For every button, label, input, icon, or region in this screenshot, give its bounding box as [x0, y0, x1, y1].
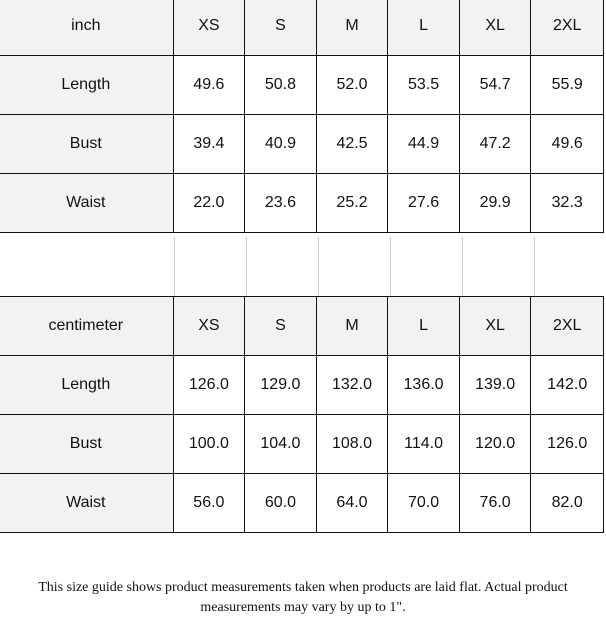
measurement-label: Bust [0, 414, 174, 474]
measurement-value: 54.7 [458, 55, 532, 115]
measurement-value: 49.6 [172, 55, 246, 115]
measurement-value: 22.0 [172, 173, 246, 233]
measurement-value: 139.0 [458, 355, 532, 415]
measurement-value: 64.0 [315, 473, 389, 533]
measurement-value: 100.0 [172, 414, 246, 474]
measurement-value: 126.0 [530, 414, 604, 474]
measurement-value: 129.0 [244, 355, 317, 415]
measurement-value: 49.6 [530, 114, 604, 174]
measurement-label: Waist [0, 173, 174, 233]
measurement-value: 29.9 [458, 173, 532, 233]
measurement-value: 52.0 [315, 55, 389, 115]
measurement-value: 132.0 [315, 355, 389, 415]
table-row: Length 126.0 129.0 132.0 136.0 139.0 142.0 [0, 355, 604, 415]
size-header: XS [172, 296, 246, 356]
measurement-value: 53.5 [387, 55, 460, 115]
measurement-value: 126.0 [172, 355, 246, 415]
measurement-value: 50.8 [244, 55, 317, 115]
measurement-value: 42.5 [315, 114, 389, 174]
measurement-value: 114.0 [387, 414, 460, 474]
centimeter-size-table: centimeter XS S M L XL 2XL Length 126.0 129.0 132.… [0, 296, 604, 533]
size-header: 2XL [530, 296, 604, 356]
measurement-value: 104.0 [244, 414, 317, 474]
header-row: inch XS S M L XL 2XL [0, 0, 604, 56]
measurement-value: 55.9 [530, 55, 604, 115]
measurement-label: Waist [0, 473, 174, 533]
size-header: M [315, 0, 389, 56]
measurement-label: Length [0, 55, 174, 115]
measurement-label: Bust [0, 114, 174, 174]
inch-size-table: inch XS S M L XL 2XL Length 49.6 50.8 52.0 53.5 54.7… [0, 0, 604, 233]
header-row: centimeter XS S M L XL 2XL [0, 296, 604, 356]
measurement-value: 27.6 [387, 173, 460, 233]
size-header: XL [458, 0, 532, 56]
size-header: L [387, 0, 460, 56]
measurement-value: 60.0 [244, 473, 317, 533]
size-header: S [244, 296, 317, 356]
measurement-value: 32.3 [530, 173, 604, 233]
table-row: Bust 100.0 104.0 108.0 114.0 120.0 126.0 [0, 414, 604, 474]
measurement-value: 76.0 [458, 473, 532, 533]
measurement-value: 70.0 [387, 473, 460, 533]
size-header: S [244, 0, 317, 56]
measurement-value: 82.0 [530, 473, 604, 533]
unit-header: inch [0, 0, 174, 56]
measurement-value: 40.9 [244, 114, 317, 174]
measurement-value: 108.0 [315, 414, 389, 474]
measurement-label: Length [0, 355, 174, 415]
measurement-value: 120.0 [458, 414, 532, 474]
measurement-value: 44.9 [387, 114, 460, 174]
table-row: Waist 22.0 23.6 25.2 27.6 29.9 32.3 [0, 173, 604, 233]
size-guide-note: This size guide shows product measuremen… [38, 580, 568, 615]
measurement-value: 136.0 [387, 355, 460, 415]
size-header: 2XL [530, 0, 604, 56]
measurement-value: 56.0 [172, 473, 246, 533]
table-row: Length 49.6 50.8 52.0 53.5 54.7 55.9 [0, 55, 604, 115]
measurement-value: 39.4 [172, 114, 246, 174]
size-header: L [387, 296, 460, 356]
size-header: XS [172, 0, 246, 56]
size-header: M [315, 296, 389, 356]
measurement-value: 25.2 [315, 173, 389, 233]
table-row: Waist 56.0 60.0 64.0 70.0 76.0 82.0 [0, 473, 604, 533]
table-row: Bust 39.4 40.9 42.5 44.9 47.2 49.6 [0, 114, 604, 174]
unit-header: centimeter [0, 296, 174, 356]
table-spacer [0, 237, 606, 296]
size-header: XL [458, 296, 532, 356]
measurement-value: 47.2 [458, 114, 532, 174]
measurement-value: 142.0 [530, 355, 604, 415]
measurement-value: 23.6 [244, 173, 317, 233]
